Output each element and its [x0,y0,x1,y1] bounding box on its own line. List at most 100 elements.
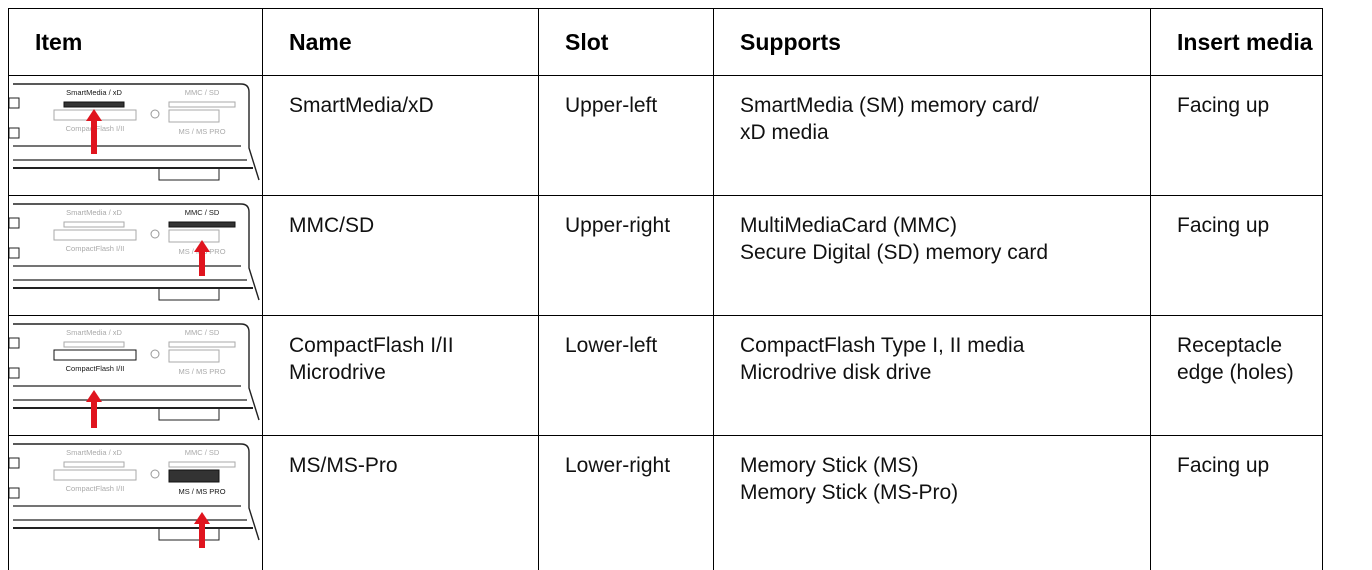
item-cell: SmartMedia / xD MMC / SD CompactFlash I/II… [8,75,263,196]
arrow-shaft [199,250,205,276]
slot-label: MMC / SD [185,208,220,217]
supports-cell: CompactFlash Type I, II media Microdrive … [713,315,1151,436]
supports-line: Memory Stick (MS) [740,454,919,477]
supports-cell: SmartMedia (SM) memory card/xD media [713,75,1151,196]
insert-cell: Receptacle edge (holes) [1150,315,1323,436]
slot-label: MMC / SD [185,448,220,457]
insert-cell: Facing up [1150,75,1323,196]
item-cell: SmartMedia / xD MMC / SD CompactFlash I/II… [8,195,263,316]
slot-cell: Lower-left [538,315,714,436]
supports-line: Microdrive disk drive [740,361,932,384]
slot-cf [53,349,137,361]
name-line: MMC/SD [289,214,375,237]
insert-cell: Facing up [1150,195,1323,316]
supports-line: CompactFlash Type I, II media [740,334,1025,357]
led [150,109,160,119]
slot-label: MS / MS PRO [178,367,225,376]
insert-line: Facing up [1177,214,1270,237]
slot-mmc [168,221,236,228]
base-tab [158,287,220,301]
name-cell: MMC/SD [262,195,539,316]
slot-mmc [168,341,236,348]
header-cell: Name [262,8,539,76]
slot-label: MS / MS PRO [178,487,225,496]
slot-label: MMC / SD [185,328,220,337]
slot-mmc [168,461,236,468]
name-line: MS/MS-Pro [289,454,398,477]
arrow-head [194,240,210,252]
slot-sm [63,101,125,108]
slot-label: CompactFlash I/II [66,244,125,253]
slot-ms [168,229,220,243]
supports-line: SmartMedia (SM) memory card/ [740,94,1039,117]
slot-cf [53,469,137,481]
header-cell: Slot [538,8,714,76]
supports-line: xD media [740,121,829,144]
slot-label: CompactFlash I/II [66,484,125,493]
name-cell: CompactFlash I/II Microdrive [262,315,539,436]
slot-label: SmartMedia / xD [66,88,122,97]
led [150,469,160,479]
side-tab [8,337,20,349]
item-cell: SmartMedia / xD MMC / SD CompactFlash I/II… [8,315,263,436]
side-tab [8,457,20,469]
name-line: SmartMedia/xD [289,94,434,117]
item-cell: SmartMedia / xD MMC / SD CompactFlash I/II… [8,435,263,570]
insert-line: edge (holes) [1177,361,1294,384]
slot-label: SmartMedia / xD [66,328,122,337]
led [150,349,160,359]
base-tab [158,407,220,421]
arrow-shaft [199,522,205,548]
panel-outline [13,203,260,301]
side-tab [8,367,20,379]
header-cell: Item [8,8,263,76]
panel-outline [13,443,260,541]
arrow-head [194,512,210,524]
arrow-shaft [91,400,97,428]
slot-label: SmartMedia / xD [66,208,122,217]
base-tab [158,167,220,181]
header-cell: Supports [713,8,1151,76]
slot-ms [168,469,220,483]
slot-ms [168,349,220,363]
side-tab [8,247,20,259]
slot-sm [63,461,125,468]
slot-ms [168,109,220,123]
header-row: Item Name Slot Supports Insert media [8,8,1323,76]
arrow-head [86,390,102,402]
slot-sm [63,221,125,228]
side-tab [8,127,20,139]
table-row: SmartMedia / xD MMC / SD CompactFlash I/II… [8,315,1323,436]
slot-cf [53,229,137,241]
base-tab [158,527,220,541]
insert-line: Facing up [1177,94,1270,117]
media-table: Item Name Slot Supports Insert media SmartMe… [8,8,1323,570]
arrow-shaft [91,119,97,154]
table-row: SmartMedia / xD MMC / SD CompactFlash I/II… [8,195,1323,316]
slot-mmc [168,101,236,108]
insert-cell: Facing up [1150,435,1323,570]
card-reader-illustration: SmartMedia / xD MMC / SD CompactFlash I/II… [8,443,260,548]
panel-outline [13,83,260,181]
table-body: SmartMedia / xD MMC / SD CompactFlash I/II… [8,75,1323,570]
supports-cell: Memory Stick (MS) Memory Stick (MS-Pro) [713,435,1151,570]
supports-line: MultiMediaCard (MMC) [740,214,958,237]
slot-cell: Upper-right [538,195,714,316]
arrow-head [86,109,102,121]
side-tab [8,217,20,229]
slot-cell: Upper-left [538,75,714,196]
card-reader-illustration: SmartMedia / xD MMC / SD CompactFlash I/II… [8,323,260,428]
table-row: SmartMedia / xD MMC / SD CompactFlash I/II… [8,435,1323,570]
slot-label: MMC / SD [185,88,220,97]
slot-label: MS / MS PRO [178,127,225,136]
card-reader-illustration: SmartMedia / xD MMC / SD CompactFlash I/II… [8,203,260,301]
slot-cell: Lower-right [538,435,714,570]
header-cell: Insert media [1150,8,1323,76]
side-tab [8,97,20,109]
panel-outline [13,323,260,421]
slot-label: SmartMedia / xD [66,448,122,457]
name-line: CompactFlash I/II [289,334,454,357]
name-cell: MS/MS-Pro [262,435,539,570]
supports-cell: MultiMediaCard (MMC) Secure Digital (SD) … [713,195,1151,316]
